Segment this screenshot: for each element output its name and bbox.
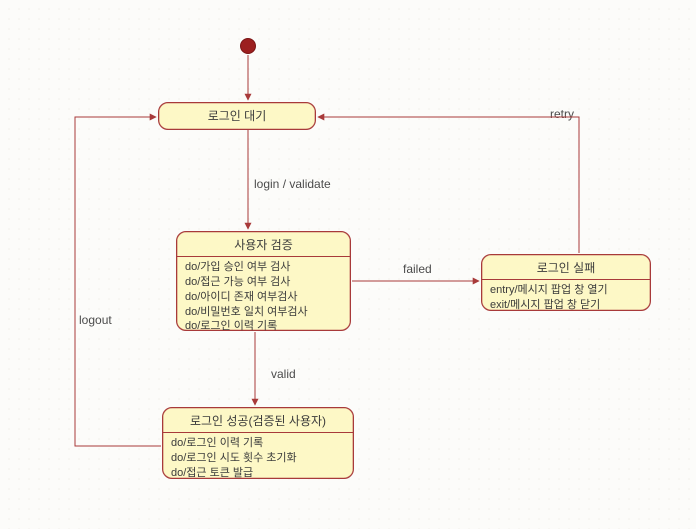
state-verify-user: 사용자 검증 do/가입 승인 여부 검사 do/접근 가능 여부 검사 do/… — [176, 231, 351, 331]
state-login-fail-body: entry/메시지 팝업 창 열기 exit/메시지 팝업 창 닫기 — [482, 280, 650, 318]
state-login-wait: 로그인 대기 — [158, 102, 316, 130]
state-verify-user-body: do/가입 승인 여부 검사 do/접근 가능 여부 검사 do/아이디 존재 … — [177, 257, 350, 339]
state-login-success-body: do/로그인 이력 기록 do/로그인 시도 횟수 초기화 do/접근 토큰 발… — [163, 433, 353, 486]
edge-label-valid: valid — [271, 367, 296, 381]
state-login-fail: 로그인 실패 entry/메시지 팝업 창 열기 exit/메시지 팝업 창 닫… — [481, 254, 651, 311]
edge-label-login-validate: login / validate — [254, 177, 331, 191]
edge-label-logout: logout — [79, 313, 112, 327]
state-verify-user-title: 사용자 검증 — [177, 232, 350, 256]
initial-state-node — [240, 38, 256, 54]
edge-label-failed: failed — [403, 262, 432, 276]
state-login-fail-title: 로그인 실패 — [482, 255, 650, 279]
state-login-success: 로그인 성공(검증된 사용자) do/로그인 이력 기록 do/로그인 시도 횟… — [162, 407, 354, 479]
edge-fail-to-wait-retry — [318, 117, 579, 253]
state-login-success-title: 로그인 성공(검증된 사용자) — [163, 408, 353, 432]
diagram-canvas: 로그인 대기 사용자 검증 do/가입 승인 여부 검사 do/접근 가능 여부… — [0, 0, 696, 529]
edge-success-to-wait-logout — [75, 117, 161, 446]
edge-label-retry: retry — [550, 107, 574, 121]
state-login-wait-title: 로그인 대기 — [159, 103, 315, 127]
